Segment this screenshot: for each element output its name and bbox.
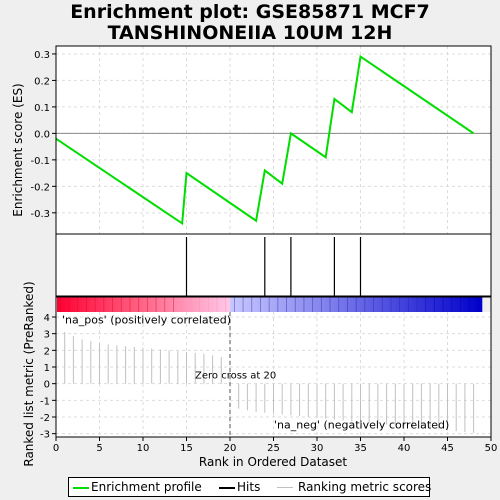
legend-label-hits: Hits [237,480,261,494]
rank-y-tick-label: -3 [40,430,50,441]
es-y-tick-label: 0.2 [34,76,50,87]
es-profile-line [55,54,475,226]
rank-x-tick-label: 10 [137,443,150,454]
es-y-tick-label: -0.2 [30,182,50,193]
neg-correlated-label: 'na_neg' (negatively correlated) [274,419,449,432]
rank-x-tick-label: 5 [96,443,102,454]
hit-lines [185,237,362,296]
rank-x-tick-label: 25 [267,443,280,454]
ranking-color-band [57,297,483,312]
rank-y-tick-label: 1 [44,363,50,374]
chart-title: Enrichment plot: GSE85871 MCF7 TANSHINON… [0,2,500,44]
legend-label-ranking: Ranking metric scores [298,480,432,494]
rank-x-tick-label: 20 [224,443,237,454]
rank-x-tick-label: 50 [485,443,498,454]
pos-correlated-label: 'na_pos' (positively correlated) [62,314,231,327]
rank-panel: Zero cross at 20 'na_pos' (positively co… [22,281,497,469]
band-stripes [59,297,479,312]
rank-y-tick-label: -2 [40,413,50,424]
legend-label-es: Enrichment profile [91,480,202,494]
rank-bars [64,332,475,433]
rank-x-tick-label: 30 [311,443,324,454]
legend-swatch-ranking [277,487,293,488]
rank-y-tick-label: 3 [44,330,50,341]
es-y-tick-label: 0.1 [34,103,50,114]
rank-y-tick-label: 2 [44,346,50,357]
rank-x-tick-label: 35 [354,443,367,454]
es-plot-area [56,46,491,234]
rank-x-tick-label: 40 [398,443,411,454]
rank-y-ticks: -3 -2 -1 0 1 2 3 4 [40,313,56,441]
chart-title-line1: Enrichment plot: GSE85871 MCF7 [70,1,430,23]
rank-x-tick-label: 0 [53,443,59,454]
es-y-tick-label: -0.3 [30,209,50,220]
legend-swatch-hits [219,487,235,489]
rank-y-tick-label: -1 [40,396,50,407]
rank-x-axis-label: Rank in Ordered Dataset [199,455,347,469]
legend: Enrichment profile Hits Ranking metric s… [68,477,432,497]
es-y-tick-label: 0.0 [34,129,50,140]
zero-cross-label: Zero cross at 20 [195,371,276,382]
rank-y-tick-label: 0 [44,380,50,391]
rank-x-tick-label: 15 [180,443,193,454]
hits-panel [55,233,492,297]
es-y-tick-label: 0.3 [34,50,50,61]
es-panel: -0.3 -0.2 -0.1 0.0 0.1 0.2 0.3 Enrichment scor… [11,45,492,235]
rank-x-ticks: 0 5 10 15 20 25 30 35 40 45 50 [53,437,498,454]
es-y-tick-label: -0.1 [30,156,50,167]
es-y-axis-label: Enrichment score (ES) [11,83,25,216]
chart-title-line2: TANSHINONEIIA 10UM 12H [107,22,393,44]
band-positive [57,297,230,312]
es-y-ticks: -0.3 -0.2 -0.1 0.0 0.1 0.2 0.3 [30,50,56,220]
hits-plot-area [55,233,492,297]
legend-swatch-es [73,487,89,489]
rank-y-tick-label: 4 [44,313,50,324]
rank-x-tick-label: 45 [441,443,454,454]
rank-y-axis-label: Ranked list metric (PreRanked) [22,281,36,466]
